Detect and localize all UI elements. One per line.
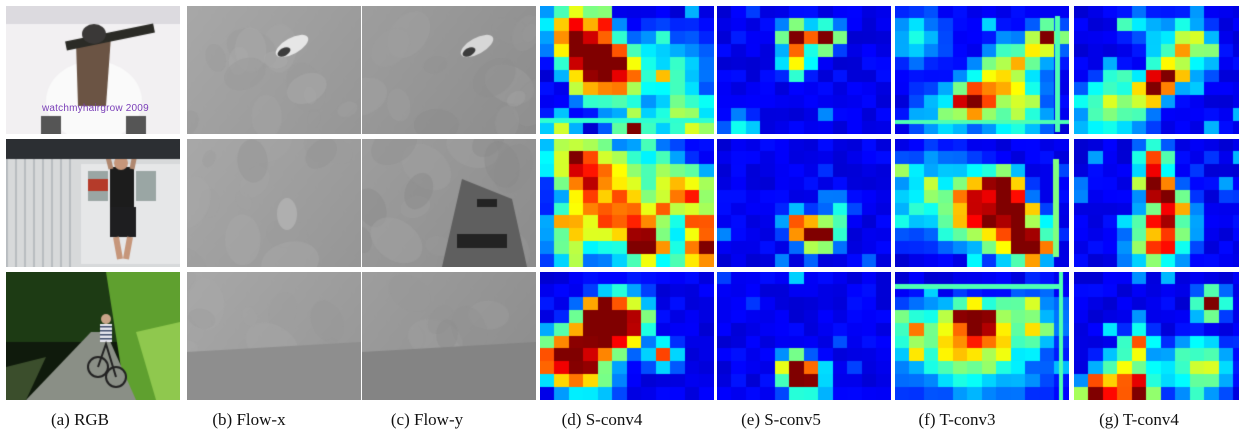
heat-image [1074, 6, 1239, 134]
caption-heat: (f) T-conv3 [918, 410, 996, 429]
caption-heat: (d) S-conv4 [561, 410, 643, 429]
heat-panel-row-3 [540, 272, 714, 400]
rgb-panel-row-3 [6, 272, 180, 400]
flowx-image [187, 139, 361, 267]
heat-image [717, 139, 891, 267]
heat-panel-row-2 [895, 139, 1069, 267]
heat-image [717, 6, 891, 134]
rgb-image [6, 6, 180, 134]
rgb-image [6, 139, 180, 267]
caption-flowy: (c) Flow-y [390, 410, 464, 429]
flowy-panel-row-2 [362, 139, 536, 267]
heat-image [540, 6, 714, 134]
flowy-panel-row-1 [362, 6, 536, 134]
caption-rgb: (a) RGB [50, 410, 110, 429]
heat-image [895, 272, 1069, 400]
heat-panel-row-3 [895, 272, 1069, 400]
heat-panel-row-3 [717, 272, 891, 400]
heat-panel-row-2 [1074, 139, 1239, 267]
heat-panel-row-1 [540, 6, 714, 134]
flowx-image [187, 6, 361, 134]
heat-image [540, 272, 714, 400]
flowx-panel-row-3 [187, 272, 361, 400]
caption-heat: (e) S-conv5 [741, 410, 821, 429]
caption-heat: (g) T-conv4 [1099, 410, 1179, 429]
rgb-image [6, 272, 180, 400]
heat-image [1074, 272, 1239, 400]
heat-image [1074, 139, 1239, 267]
caption-flowx: (b) Flow-x [212, 410, 286, 429]
heat-image [717, 272, 891, 400]
flowy-image [362, 272, 536, 400]
rgb-panel-row-2 [6, 139, 180, 267]
heat-image [540, 139, 714, 267]
heat-panel-row-3 [1074, 272, 1239, 400]
flowy-panel-row-3 [362, 272, 536, 400]
heat-image [895, 6, 1069, 134]
watermark-text: watchmyhairgrow 2009 [42, 103, 149, 114]
heat-panel-row-1 [1074, 6, 1239, 134]
flowy-image [362, 139, 536, 267]
flowx-image [187, 272, 361, 400]
heat-panel-row-2 [717, 139, 891, 267]
heat-panel-row-1 [895, 6, 1069, 134]
flowx-panel-row-1 [187, 6, 361, 134]
heat-panel-row-1 [717, 6, 891, 134]
heat-panel-row-2 [540, 139, 714, 267]
flowy-image [362, 6, 536, 134]
flowx-panel-row-2 [187, 139, 361, 267]
heat-image [895, 139, 1069, 267]
rgb-panel-row-1: watchmyhairgrow 2009 [6, 6, 180, 134]
